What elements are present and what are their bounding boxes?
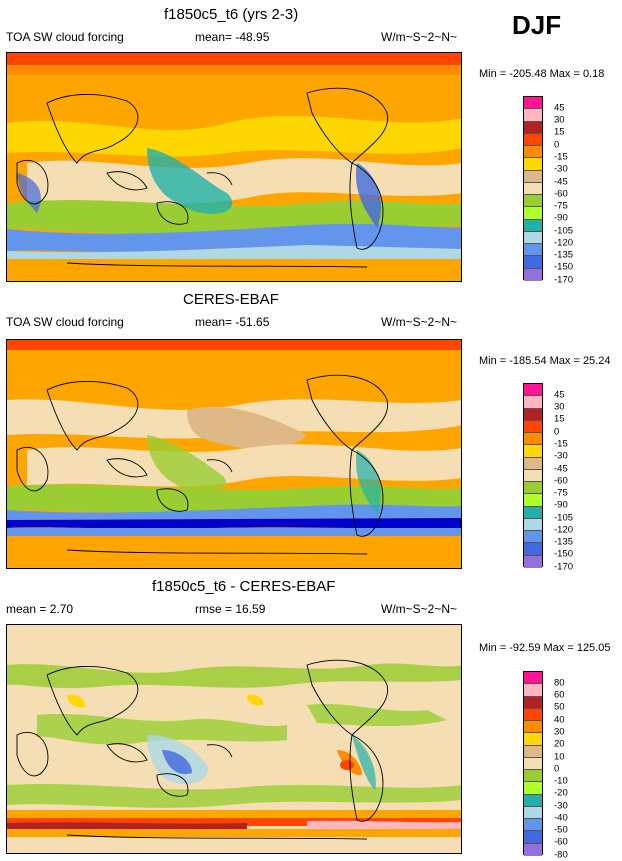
colorbar-level: 80	[554, 677, 565, 689]
panel1-title: f1850c5_t6 (yrs 2-3)	[164, 6, 299, 23]
panel1-minmax: Min = -205.48 Max = 0.18	[479, 68, 605, 80]
colorbar-level: -105	[554, 225, 574, 237]
colorbar-level: 50	[554, 701, 565, 713]
colorbar-level: -10	[554, 775, 568, 787]
colorbar-level: -135	[554, 249, 574, 261]
colorbar-level: -60	[554, 475, 568, 487]
colorbar-level: 10	[554, 751, 565, 763]
colorbar-level: 30	[554, 726, 565, 738]
colorbar-level: -120	[554, 524, 574, 536]
colorbar-level: -75	[554, 200, 568, 212]
colorbar-level: 0	[554, 763, 560, 775]
panel3-minmax: Min = -92.59 Max = 125.05	[479, 642, 611, 654]
colorbar-level: 30	[554, 401, 565, 413]
panel3-rmse: rmse = 16.59	[195, 602, 266, 616]
colorbar-level: -60	[554, 836, 568, 848]
panel1-mean: mean= -48.95	[195, 30, 270, 44]
colorbar-level: -15	[554, 438, 568, 450]
colorbar-level: -80	[554, 849, 568, 861]
colorbar-level: 45	[554, 389, 565, 401]
panel2-units: W/m~S~2~N~	[381, 315, 458, 329]
colorbar-level: -45	[554, 463, 568, 475]
colorbar-level: 30	[554, 114, 565, 126]
panel1-colorbar	[523, 96, 543, 281]
colorbar-level: 45	[554, 102, 565, 114]
colorbar-level: -105	[554, 512, 574, 524]
colorbar-level: -150	[554, 261, 574, 273]
panel2-mean: mean= -51.65	[195, 315, 270, 329]
colorbar-level: -40	[554, 812, 568, 824]
colorbar-level: 15	[554, 413, 565, 425]
colorbar-level: -170	[554, 274, 574, 286]
colorbar-level: -75	[554, 487, 568, 499]
panel2-variable-label: TOA SW cloud forcing	[6, 315, 124, 329]
panel3-colorbar	[523, 671, 543, 856]
colorbar-level: -150	[554, 548, 574, 560]
colorbar-level: -90	[554, 499, 568, 511]
season-label: DJF	[512, 10, 562, 40]
colorbar-level: -50	[554, 824, 568, 836]
colorbar-level: -30	[554, 163, 568, 175]
panel3-mean: mean = 2.70	[6, 602, 74, 616]
colorbar-level: 60	[554, 689, 565, 701]
panel1-map	[6, 52, 462, 282]
panel3-units: W/m~S~2~N~	[381, 602, 458, 616]
colorbar-level: -45	[554, 176, 568, 188]
colorbar-level: -120	[554, 237, 574, 249]
panel2-map	[6, 339, 462, 569]
colorbar-level: -30	[554, 450, 568, 462]
panel1-variable-label: TOA SW cloud forcing	[6, 30, 124, 44]
panel3-map	[6, 624, 462, 854]
panel1-units: W/m~S~2~N~	[381, 30, 458, 44]
colorbar-level: 15	[554, 126, 565, 138]
panel2-minmax: Min = -185.54 Max = 25.24	[479, 355, 611, 367]
colorbar-level: -170	[554, 561, 574, 573]
colorbar-level: -90	[554, 212, 568, 224]
colorbar-level: 0	[554, 426, 560, 438]
colorbar-level: 40	[554, 714, 565, 726]
panel2-colorbar	[523, 383, 543, 568]
panel3-title: f1850c5_t6 - CERES-EBAF	[152, 578, 336, 595]
colorbar-level: -60	[554, 188, 568, 200]
colorbar-level: -15	[554, 151, 568, 163]
colorbar-level: -135	[554, 536, 574, 548]
colorbar-level: -30	[554, 800, 568, 812]
colorbar-level: 0	[554, 139, 560, 151]
colorbar-level: 20	[554, 738, 565, 750]
colorbar-level: -20	[554, 787, 568, 799]
panel2-title: CERES-EBAF	[183, 291, 279, 308]
